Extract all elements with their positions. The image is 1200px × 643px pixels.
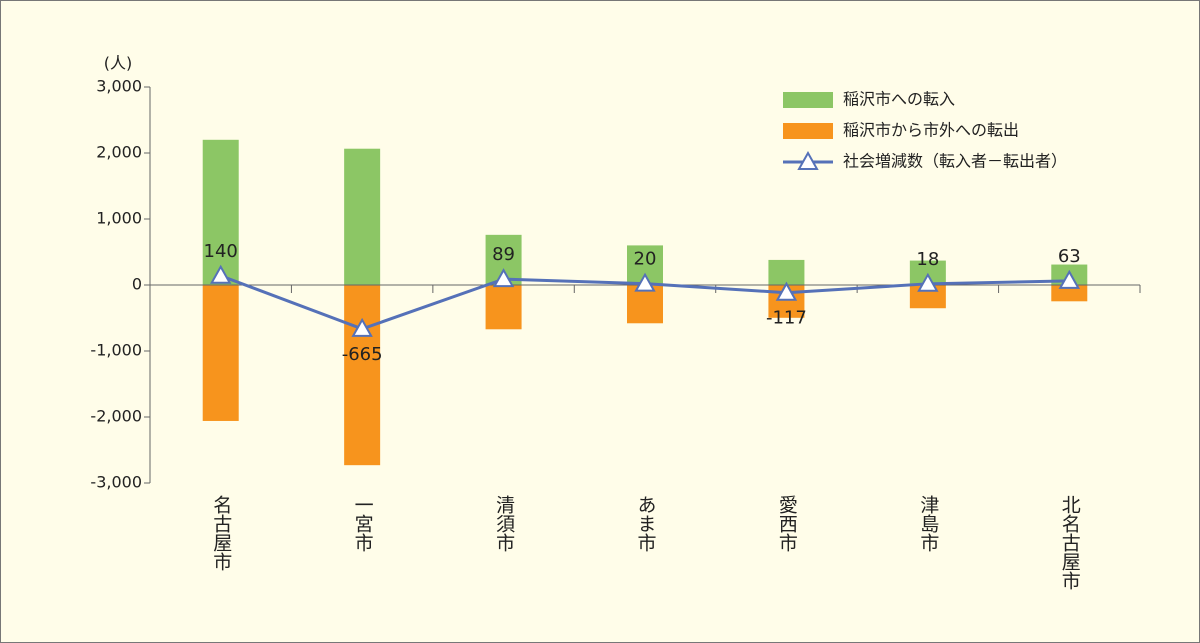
legend-swatch [783, 123, 833, 139]
marker [210, 264, 232, 284]
y-tick-label: -3,000 [90, 473, 142, 492]
bar [485, 285, 522, 330]
data-label: -665 [342, 344, 383, 365]
y-tick-label: -1,000 [90, 341, 142, 360]
data-label: 63 [1058, 246, 1081, 267]
bar [344, 285, 381, 466]
y-tick-label: 2,000 [96, 143, 142, 162]
bar [768, 259, 805, 285]
marker [775, 281, 798, 301]
bar [202, 285, 239, 421]
legend-marker [797, 150, 819, 170]
marker [917, 272, 939, 292]
x-tick-label: 清須市 [493, 495, 515, 552]
data-label: 89 [492, 244, 515, 265]
data-label: 20 [634, 249, 657, 270]
marker [1058, 269, 1080, 289]
data-label: 18 [916, 249, 939, 270]
y-tick-label: 1,000 [96, 209, 142, 228]
bar [202, 139, 239, 285]
x-tick-label: 津島市 [917, 495, 939, 552]
bar [344, 148, 381, 285]
x-tick-label: あま市 [635, 495, 657, 552]
data-label: 140 [204, 241, 238, 262]
x-tick-label: 名古屋市 [210, 495, 232, 571]
marker [492, 268, 515, 288]
legend-label: 稲沢市への転入 [843, 90, 955, 109]
legend-swatch [783, 92, 833, 108]
y-tick-label: 0 [132, 275, 142, 294]
marker [351, 317, 373, 337]
y-tick-label: 3,000 [96, 77, 142, 96]
marker [634, 272, 656, 292]
bar [1051, 285, 1088, 302]
y-axis-label: (人) [104, 54, 133, 73]
legend-label: 稲沢市から市外への転出 [843, 121, 1019, 140]
data-label: -117 [766, 308, 807, 329]
y-tick-label: -2,000 [90, 407, 142, 426]
legend-label: 社会増減数（転入者－転出者） [843, 152, 1067, 171]
x-tick-label: 愛西市 [776, 495, 798, 552]
x-tick-label: 北名古屋市 [1059, 495, 1081, 590]
x-tick-label: 一宮市 [352, 495, 374, 552]
